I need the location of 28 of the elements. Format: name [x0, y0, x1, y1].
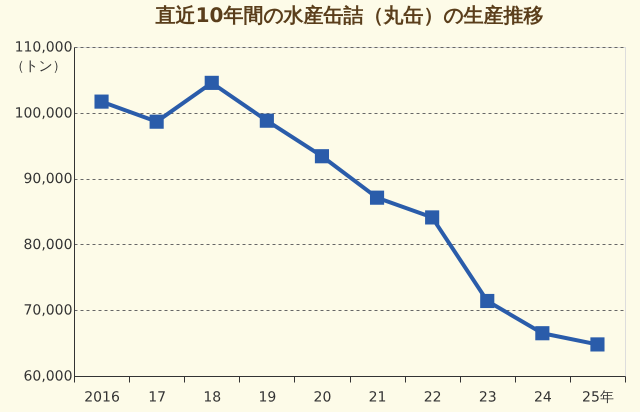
point [94, 94, 109, 109]
x-tick-label: 17 [148, 390, 166, 406]
x-tick-label: 22 [424, 390, 442, 406]
x-tick-label: 23 [478, 390, 497, 406]
y-tick-label: 80,000 [24, 236, 72, 253]
point [535, 326, 550, 340]
chart-title: 直近10年間の水産缶詰（丸缶）の生産推移 [154, 3, 544, 27]
x-tick-label: 2016 [84, 390, 120, 406]
y-axis-title: （トン） [10, 58, 66, 74]
y-tick-label: 70,000 [24, 302, 72, 319]
x-tick-label: 21 [368, 390, 386, 406]
point [480, 294, 494, 308]
point [590, 337, 605, 352]
x-tick-label: 20 [314, 390, 332, 406]
x-tick-label: 25年 [582, 390, 614, 406]
y-tick-label: 100,000 [14, 105, 72, 122]
point [204, 76, 219, 90]
y-tick-label: 60,000 [24, 368, 72, 384]
point [314, 149, 330, 164]
point [150, 114, 164, 129]
y-tick-label: 90,000 [24, 171, 72, 188]
x-tick-label: 18 [203, 390, 222, 406]
x-tick-label: 24 [534, 390, 552, 406]
x-tick-label: 19 [258, 390, 276, 406]
y-tick-label: 110,000 [14, 40, 72, 56]
point [370, 190, 384, 205]
point [260, 114, 274, 128]
point [425, 210, 440, 224]
